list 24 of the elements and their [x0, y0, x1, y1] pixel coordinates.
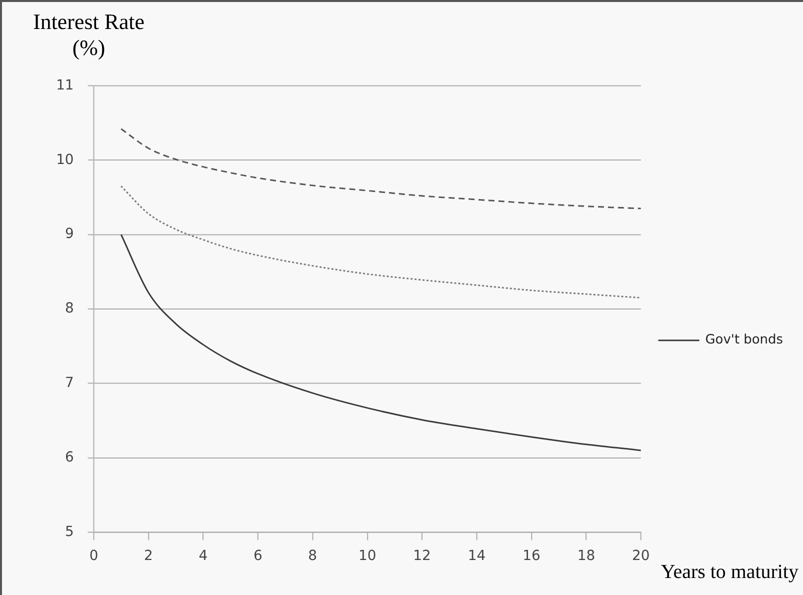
legend-label: Gov't bonds [705, 332, 784, 348]
x-tick-label: 18 [577, 548, 596, 564]
x-tick-label: 2 [144, 548, 153, 564]
y-tick-label: 10 [56, 152, 74, 168]
line-series [120, 234, 641, 452]
x-tick-label: 12 [413, 548, 431, 564]
y-tick-label: 9 [64, 226, 74, 242]
x-axis-title: Years to maturity [660, 561, 798, 584]
y-tick-label: 8 [64, 300, 74, 317]
x-tick-label: 6 [253, 548, 262, 564]
y-tick-label: 11 [56, 77, 74, 94]
y-tick-label: 6 [64, 449, 74, 466]
x-tick-label: 16 [522, 548, 540, 564]
y-tick-label: 5 [64, 524, 74, 540]
x-tick-label: 8 [308, 548, 318, 564]
x-tick-label: 20 [632, 548, 650, 564]
y-axis-title: Interest Rate (%) [33, 8, 145, 60]
x-tick-label: 10 [358, 548, 376, 564]
y-tick-label: 7 [64, 375, 74, 392]
line-series [120, 185, 641, 299]
line-series [120, 128, 641, 210]
x-tick-label: 14 [468, 548, 486, 564]
x-tick-label: 0 [89, 548, 98, 564]
x-tick-label: 4 [198, 548, 208, 564]
